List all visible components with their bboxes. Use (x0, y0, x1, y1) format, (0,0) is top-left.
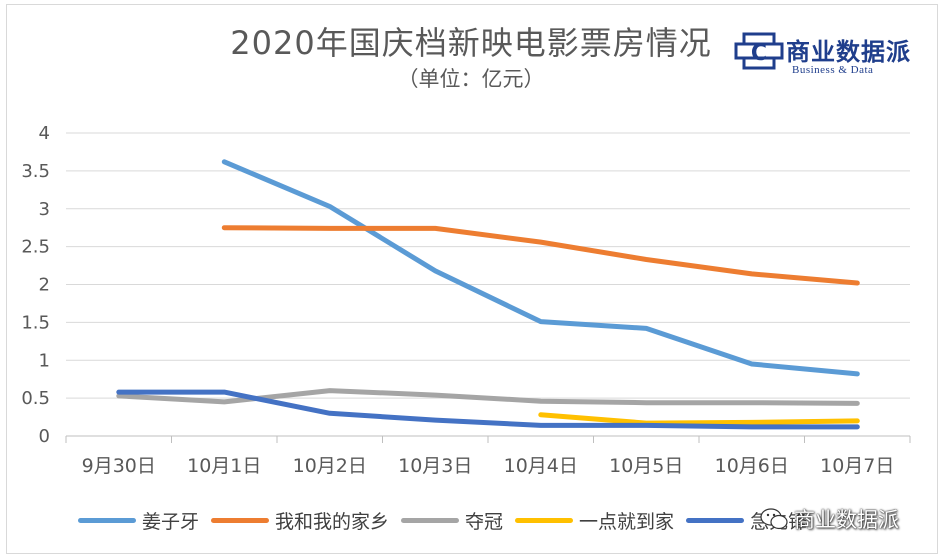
y-tick-label: 0.5 (21, 388, 50, 409)
y-tick-label: 2 (39, 275, 50, 296)
legend-swatch (78, 517, 136, 523)
y-tick-label: 1.5 (21, 312, 50, 333)
legend-item: 夺冠 (401, 507, 503, 534)
legend-label: 我和我的家乡 (275, 510, 390, 533)
series-line (221, 225, 860, 286)
y-tick-label: 3 (39, 199, 50, 220)
y-tick-label: 1 (39, 350, 50, 371)
y-tick-label: 3.5 (21, 161, 50, 182)
legend-swatch (515, 517, 574, 523)
watermark: 商业数据派 (760, 504, 899, 534)
legend-label: 姜子牙 (142, 510, 200, 533)
x-tick-label: 10月3日 (398, 455, 472, 477)
x-tick-label: 10月2日 (293, 455, 367, 477)
y-tick-label: 2.5 (21, 237, 50, 258)
logo-glyph: C (751, 41, 767, 66)
x-tick-label: 10月1日 (187, 455, 261, 477)
x-tick-label: 10月7日 (820, 455, 894, 477)
logo-name: 商业数据派 (786, 37, 911, 66)
y-tick-label: 0 (39, 426, 50, 447)
series-line (116, 388, 860, 406)
series-line (116, 389, 860, 430)
series-line (538, 412, 860, 426)
legend-item: 我和我的家乡 (211, 507, 389, 534)
legend-label: 一点就到家 (579, 510, 675, 533)
legend-item: 姜子牙 (78, 507, 199, 534)
chart-title: 2020年国庆档新映电影票房情况 (230, 24, 712, 62)
legend-label: 夺冠 (465, 510, 504, 533)
legend-swatch (401, 517, 460, 523)
series-line (221, 159, 860, 377)
chart-subtitle: （单位：亿元） (397, 67, 545, 91)
watermark-text: 商业数据派 (794, 508, 899, 532)
legend-swatch (211, 517, 270, 523)
logo-emblem: C (734, 32, 784, 70)
x-tick-label: 9月30日 (82, 455, 156, 477)
chart-legend: 姜子牙我和我的家乡夺冠一点就到家急先锋 (78, 506, 819, 534)
x-tick-label: 10月6日 (715, 455, 789, 477)
x-tick-label: 10月5日 (609, 455, 683, 477)
wechat-icon (760, 507, 788, 531)
brand-logo: C 商业数据派 Business & Data (734, 28, 934, 80)
legend-item: 一点就到家 (515, 507, 674, 534)
y-tick-label: 4 (39, 123, 50, 144)
x-tick-label: 10月4日 (504, 455, 578, 477)
logo-subtitle: Business & Data (792, 64, 874, 76)
legend-swatch (686, 517, 745, 523)
